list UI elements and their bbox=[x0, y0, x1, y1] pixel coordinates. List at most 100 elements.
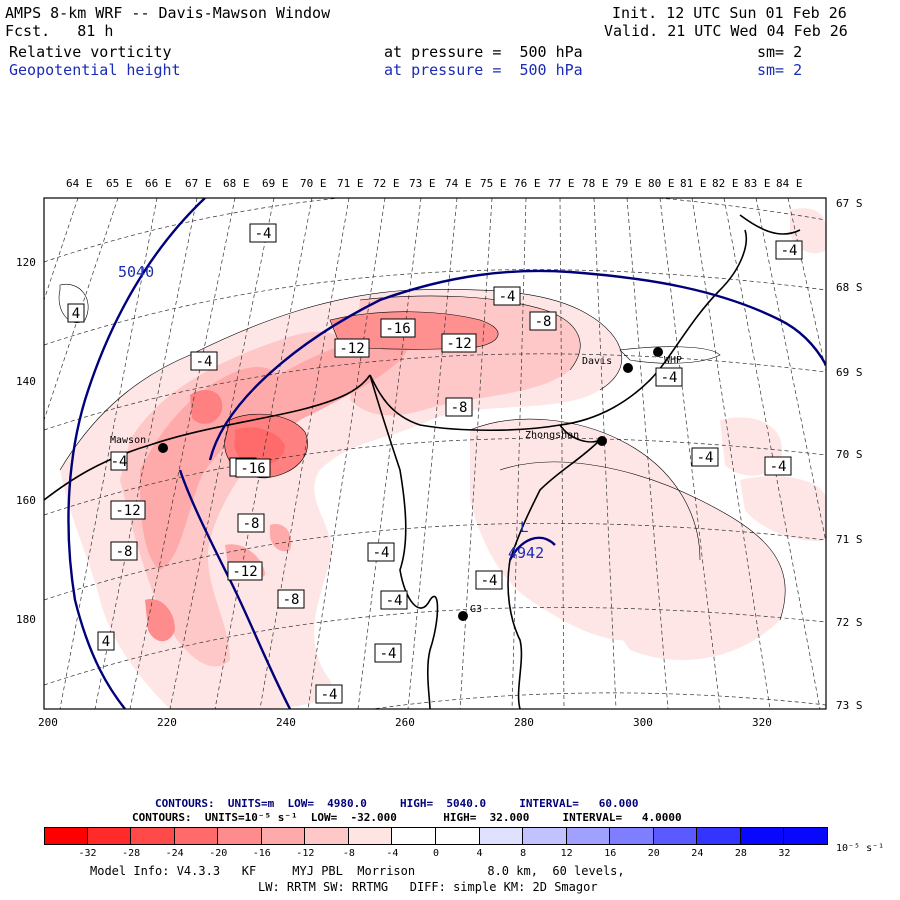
colorbar-label: -32 bbox=[78, 848, 97, 859]
lon-label: 75 E bbox=[480, 177, 507, 190]
colorbar-label: -4 bbox=[386, 848, 399, 859]
lon-label: 79 E bbox=[615, 177, 642, 190]
field2-name: Geopotential height bbox=[9, 61, 181, 79]
vort-label: -4 bbox=[781, 243, 798, 259]
map-frame bbox=[43, 197, 827, 710]
x-tick: 240 bbox=[276, 716, 296, 729]
field1-smooth: sm= 2 bbox=[757, 43, 803, 61]
vort-label: -4 bbox=[386, 593, 403, 609]
lon-label: 73 E bbox=[409, 177, 436, 190]
vort-label: -8 bbox=[283, 592, 300, 608]
low-marker: L bbox=[520, 520, 528, 536]
colorbar-label: 8 bbox=[520, 848, 527, 859]
colorbar-cell bbox=[697, 827, 741, 845]
contours-vorticity: CONTOURS: UNITS=10⁻⁵ s⁻¹ LOW= -32.000 HI… bbox=[132, 811, 682, 824]
forecast-hour: Fcst. 81 h bbox=[5, 22, 114, 40]
lon-label: 72 E bbox=[373, 177, 400, 190]
vort-label: -16 bbox=[385, 321, 410, 337]
lon-label: 64 E bbox=[66, 177, 93, 190]
lat-label: 72 S bbox=[836, 616, 863, 629]
vort-label: -8 bbox=[535, 314, 552, 330]
field2-smooth: sm= 2 bbox=[757, 61, 803, 79]
lon-label: 81 E bbox=[680, 177, 707, 190]
vorticity-shading bbox=[60, 208, 826, 709]
colorbar-label: -28 bbox=[122, 848, 141, 859]
field2-level: at pressure = 500 hPa bbox=[384, 61, 583, 79]
colorbar-label: 16 bbox=[604, 848, 617, 859]
vort-label: 4 bbox=[72, 306, 80, 322]
lon-label: 76 E bbox=[514, 177, 541, 190]
colorbar-label: -12 bbox=[296, 848, 315, 859]
colorbar-cell bbox=[523, 827, 567, 845]
vort-label: -4 bbox=[770, 459, 787, 475]
x-tick: 320 bbox=[752, 716, 772, 729]
field1-name: Relative vorticity bbox=[9, 43, 172, 61]
colorbar-cell bbox=[305, 827, 349, 845]
vort-label: -4 bbox=[380, 646, 397, 662]
colorbar-label: 32 bbox=[778, 848, 791, 859]
colorbar-label: 28 bbox=[734, 848, 747, 859]
lon-label: 68 E bbox=[223, 177, 250, 190]
colorbar-cell bbox=[566, 827, 611, 845]
colorbar-cell bbox=[261, 827, 306, 845]
x-tick: 200 bbox=[38, 716, 58, 729]
colorbar-cell bbox=[436, 827, 480, 845]
colorbar-label: -8 bbox=[342, 848, 355, 859]
colorbar-cell bbox=[87, 827, 132, 845]
vort-label: -4 bbox=[255, 226, 272, 242]
colorbar-cell bbox=[740, 827, 785, 845]
station-label: WHP bbox=[664, 355, 682, 366]
station-markers bbox=[158, 347, 663, 621]
colorbar-label: 24 bbox=[691, 848, 704, 859]
lon-label: 66 E bbox=[145, 177, 172, 190]
lon-label: 82 E bbox=[712, 177, 739, 190]
model-info: Model Info: V4.3.3 KF MYJ PBL Morrison 8… bbox=[90, 864, 625, 878]
lat-label: 70 S bbox=[836, 448, 863, 461]
lat-label: 73 S bbox=[836, 699, 863, 712]
station-label: Zhongshan bbox=[525, 430, 579, 441]
y-tick: 180 bbox=[16, 613, 36, 626]
height-label: 5040 bbox=[118, 263, 154, 281]
lon-label: 77 E bbox=[548, 177, 575, 190]
colorbar-cell bbox=[653, 827, 698, 845]
colorbar-frame bbox=[44, 827, 828, 845]
lon-label: 67 E bbox=[185, 177, 212, 190]
colorbar-unit: 10⁻⁵ s⁻¹ bbox=[836, 843, 885, 854]
contours-height: CONTOURS: UNITS=m LOW= 4980.0 HIGH= 5040… bbox=[155, 797, 639, 810]
vort-label: -4 bbox=[321, 687, 338, 703]
colorbar-label: -20 bbox=[209, 848, 228, 859]
lon-label: 80 E bbox=[648, 177, 675, 190]
vort-label: -4 bbox=[196, 354, 213, 370]
x-tick: 260 bbox=[395, 716, 415, 729]
station-label: Mawson bbox=[110, 435, 146, 446]
colorbar-cell bbox=[392, 827, 436, 845]
x-tick: 280 bbox=[514, 716, 534, 729]
colorbar-cell bbox=[174, 827, 219, 845]
colorbar-label: -24 bbox=[165, 848, 184, 859]
vort-label: 4 bbox=[102, 634, 110, 650]
vorticity-labels: -4 -4 -4 -4 -4 -4 -4 -4 -4 -4 -4 -4 -4 -… bbox=[67, 223, 803, 704]
colorbar-label: -16 bbox=[252, 848, 271, 859]
lon-label: 70 E bbox=[300, 177, 327, 190]
lon-label: 84 E bbox=[776, 177, 803, 190]
vort-label: -12 bbox=[115, 503, 140, 519]
colorbar-cell bbox=[44, 827, 88, 845]
colorbar-cell bbox=[348, 827, 393, 845]
vort-label: -4 bbox=[111, 454, 128, 470]
field1-level: at pressure = 500 hPa bbox=[384, 43, 583, 61]
colorbar-cell bbox=[218, 827, 262, 845]
colorbar-label: 0 bbox=[432, 848, 440, 859]
lon-label: 65 E bbox=[106, 177, 133, 190]
x-tick: 220 bbox=[157, 716, 177, 729]
map-title: AMPS 8-km WRF -- Davis-Mawson Window bbox=[5, 4, 331, 22]
vort-label: -12 bbox=[232, 564, 257, 580]
lat-label: 67 S bbox=[836, 197, 863, 210]
colorbar-label: 20 bbox=[647, 848, 660, 859]
vort-label: -12 bbox=[339, 341, 364, 357]
init-time: Init. 12 UTC Sun 01 Feb 26 bbox=[612, 4, 847, 22]
lon-label: 74 E bbox=[445, 177, 472, 190]
y-tick: 140 bbox=[16, 375, 36, 388]
y-tick: 120 bbox=[16, 256, 36, 269]
station-label: G3 bbox=[470, 604, 482, 615]
